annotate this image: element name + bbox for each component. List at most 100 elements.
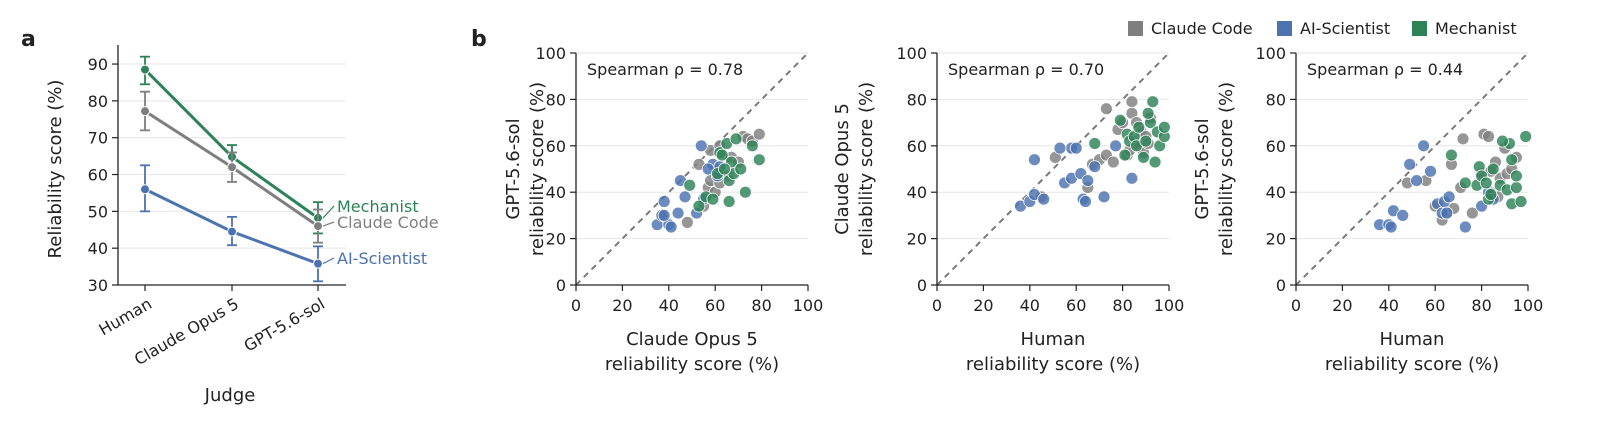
scatter-point (694, 139, 708, 153)
scatter-point (1396, 208, 1410, 222)
scatter-point (1069, 141, 1083, 155)
scatter-point (683, 178, 697, 192)
data-point (227, 162, 237, 173)
scatter-point (718, 162, 731, 176)
series-label-claude-code: Claude Code (337, 213, 439, 232)
scatter-point (1099, 102, 1113, 116)
scatter-point (1137, 150, 1150, 164)
scatter-point (657, 208, 671, 222)
scatter-point (1132, 120, 1146, 134)
x-tick-label: 100 (1154, 296, 1185, 315)
scatter-point (752, 127, 766, 141)
scatter-point (1106, 155, 1120, 169)
scatter-chart-human-vs-opus: 00 20 20 40 40 60 60 80 80 100 100 Spearman ρ = 0.7… (832, 44, 1184, 375)
y-tick-label: 100 (1255, 44, 1286, 63)
y-tick-label: 100 (896, 44, 927, 63)
scatter-point (664, 220, 678, 234)
y-tick-label: 40 (907, 183, 927, 202)
x-axis-title-line2: reliability score (%) (966, 354, 1140, 375)
scatter-point (715, 148, 729, 162)
scatter-point (1424, 164, 1437, 178)
legend-swatch-claude-code (1128, 21, 1143, 36)
scatter-point (722, 195, 736, 208)
spearman-annotation: Spearman ρ = 0.44 (1307, 60, 1463, 79)
x-tick-label: 20 (612, 296, 632, 315)
scatter-point (1148, 155, 1162, 169)
series-mechanist (683, 132, 766, 213)
data-point (140, 184, 150, 195)
scatter-point (1028, 153, 1041, 167)
x-tick-label: 0 (571, 296, 581, 315)
scatter-point (1510, 181, 1523, 194)
scatter-point (1410, 174, 1424, 188)
legend-label-claude-code: Claude Code (1151, 19, 1253, 38)
y-axis-title-line2: reliability score (%) (527, 82, 548, 256)
scatter-point (1484, 188, 1498, 201)
y-tick-label: 40 (546, 183, 566, 202)
y-tick-label: 50 (88, 202, 108, 221)
y-axis-title-line1: Claude Opus 5 (832, 103, 853, 235)
y-tick-label: 60 (88, 166, 108, 185)
x-tick-label: 100 (793, 296, 824, 315)
series-mechanist (1088, 95, 1171, 169)
x-tick-label: 0 (1291, 296, 1301, 315)
scatter-point (706, 192, 720, 206)
series-claude-code (1400, 127, 1523, 227)
y-tick-label: 80 (907, 90, 927, 109)
spearman-annotation: Spearman ρ = 0.78 (587, 60, 743, 79)
y-tick-label: 60 (1266, 137, 1286, 156)
x-axis-title-line1: Claude Opus 5 (626, 329, 758, 350)
scatter-point (752, 153, 766, 167)
x-tick-label: 20 (1332, 296, 1352, 315)
y-axis-title-line1: GPT-5.6-sol (1192, 118, 1213, 219)
x-tick-label: 60 (1425, 296, 1445, 315)
x-axis-title-line1: Human (1380, 329, 1445, 350)
series-claude-code: Claude Code (140, 90, 439, 244)
legend-swatch-ai-scientist (1277, 21, 1292, 36)
scatter-point (1514, 195, 1528, 208)
panel-letter-b: b (471, 27, 487, 52)
x-tick-label: 40 (1379, 296, 1399, 315)
series-ai-scientist: AI-Scientist (140, 164, 427, 283)
scatter-point (678, 190, 692, 204)
x-axis-title: Judge (204, 385, 256, 406)
x-tick-label: 60 (705, 296, 725, 315)
scatter-point (1118, 148, 1132, 162)
scatter-point (1440, 206, 1454, 220)
y-tick-label: 80 (1266, 90, 1286, 109)
reference-line (936, 52, 1170, 286)
data-point (140, 64, 150, 75)
y-tick-label: 20 (1266, 230, 1286, 249)
scatter-point (1458, 220, 1472, 234)
series-line-mechanist (143, 68, 319, 220)
scatter-point (729, 132, 743, 146)
scatter-point (1510, 169, 1523, 183)
legend-entry-ai-scientist: AI-Scientist (1277, 19, 1390, 38)
scatter-point (692, 199, 706, 213)
data-point (313, 258, 323, 269)
legend-label-ai-scientist: AI-Scientist (1300, 19, 1390, 38)
y-tick-label: 0 (556, 276, 566, 295)
x-tick-label: 40 (659, 296, 679, 315)
x-tick-label: 100 (1513, 296, 1544, 315)
scatter-point (1097, 190, 1111, 204)
scatter-point (1125, 95, 1139, 109)
scatter-point (1146, 95, 1160, 109)
x-axis-title-line2: reliability score (%) (605, 354, 779, 375)
y-tick-label: 40 (1266, 183, 1286, 202)
y-tick-label: 60 (546, 137, 566, 156)
y-tick-label: 60 (907, 137, 927, 156)
scatter-point (1445, 148, 1458, 162)
scatter-point (1081, 174, 1095, 188)
series-label-leader (322, 221, 335, 227)
series-mechanist (1445, 130, 1533, 211)
scatter-point (1482, 130, 1495, 143)
scatter-point (1139, 134, 1153, 148)
scatter-chart-opus-vs-gpt: 00 20 20 40 40 60 60 80 80 100 100 Spearman ρ = 0.7… (503, 44, 823, 375)
spearman-annotation: Spearman ρ = 0.70 (948, 60, 1104, 79)
series-label-leader (322, 205, 335, 219)
x-tick-label: 80 (751, 296, 771, 315)
scatter-point (1384, 220, 1398, 234)
